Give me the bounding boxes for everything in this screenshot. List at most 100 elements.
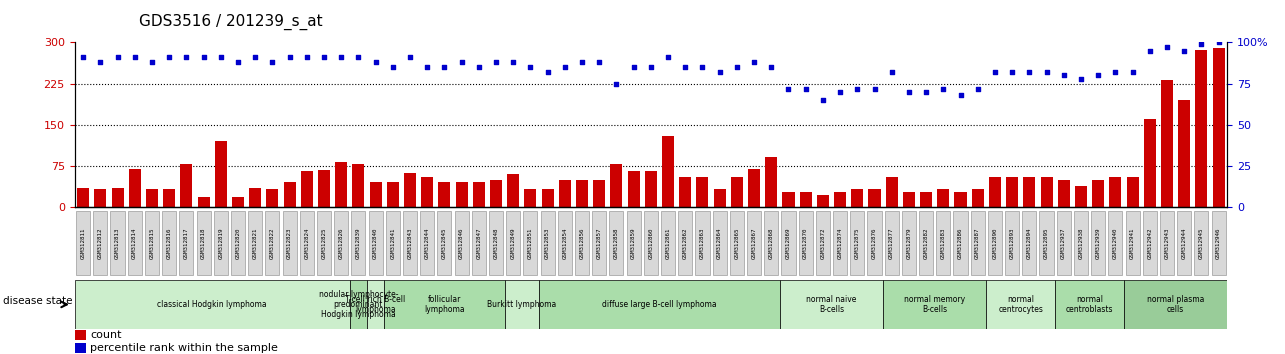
FancyBboxPatch shape <box>386 211 400 275</box>
Point <box>1054 73 1074 78</box>
Bar <box>266 189 279 207</box>
Bar <box>1109 177 1122 207</box>
Text: count: count <box>90 330 122 341</box>
Point <box>795 86 816 91</box>
Text: diffuse large B-cell lymphoma: diffuse large B-cell lymphoma <box>603 300 717 309</box>
Text: GSM312945: GSM312945 <box>1199 228 1204 259</box>
FancyBboxPatch shape <box>420 211 434 275</box>
Text: GSM312887: GSM312887 <box>975 228 980 259</box>
Point <box>779 86 799 91</box>
Text: normal
centrocytes: normal centrocytes <box>998 295 1043 314</box>
Text: GSM312846: GSM312846 <box>459 228 464 259</box>
Bar <box>249 188 261 207</box>
FancyBboxPatch shape <box>369 211 383 275</box>
Point <box>400 55 420 60</box>
Text: GSM312840: GSM312840 <box>373 228 378 259</box>
Text: GSM312814: GSM312814 <box>132 228 137 259</box>
Text: GSM312839: GSM312839 <box>356 228 361 259</box>
Bar <box>937 189 950 207</box>
FancyBboxPatch shape <box>111 211 125 275</box>
Bar <box>146 189 158 207</box>
Bar <box>799 192 812 207</box>
Point <box>641 64 662 70</box>
FancyBboxPatch shape <box>231 211 245 275</box>
Point <box>90 59 111 65</box>
Bar <box>421 177 433 207</box>
Point <box>1208 40 1228 45</box>
Point <box>1019 69 1040 75</box>
Point <box>675 64 695 70</box>
Point <box>572 59 592 65</box>
Point <box>882 69 902 75</box>
Point <box>1140 48 1160 53</box>
Point <box>245 55 266 60</box>
Text: GSM312811: GSM312811 <box>81 228 86 259</box>
Text: GSM312943: GSM312943 <box>1164 228 1169 259</box>
Text: GSM312941: GSM312941 <box>1130 228 1135 259</box>
Bar <box>75 343 86 353</box>
Text: GSM312946: GSM312946 <box>1216 228 1221 259</box>
FancyBboxPatch shape <box>747 211 761 275</box>
Bar <box>920 192 932 207</box>
Bar <box>748 169 761 207</box>
Text: GSM312937: GSM312937 <box>1061 228 1067 259</box>
Point <box>607 81 627 86</box>
Bar <box>233 197 244 207</box>
Text: GSM312860: GSM312860 <box>649 228 653 259</box>
FancyBboxPatch shape <box>162 211 176 275</box>
Point <box>537 69 558 75</box>
Bar <box>112 188 123 207</box>
Point <box>262 59 283 65</box>
Point <box>761 64 781 70</box>
Text: GSM312861: GSM312861 <box>666 228 671 259</box>
Point <box>916 89 937 95</box>
Text: GSM312862: GSM312862 <box>682 228 687 259</box>
Point <box>865 86 885 91</box>
Bar <box>490 180 502 207</box>
Text: Burkitt lymphoma: Burkitt lymphoma <box>487 300 556 309</box>
Bar <box>163 189 175 207</box>
FancyBboxPatch shape <box>816 211 830 275</box>
Bar <box>1144 119 1155 207</box>
FancyBboxPatch shape <box>351 211 365 275</box>
FancyBboxPatch shape <box>1056 211 1070 275</box>
Point <box>709 69 730 75</box>
Bar <box>662 136 675 207</box>
Bar <box>989 177 1001 207</box>
Bar <box>284 182 296 207</box>
FancyBboxPatch shape <box>506 211 520 275</box>
FancyBboxPatch shape <box>1108 211 1122 275</box>
Bar <box>403 173 416 207</box>
Point <box>1156 45 1177 50</box>
Bar <box>1058 180 1069 207</box>
Point <box>159 55 180 60</box>
Point <box>332 55 352 60</box>
Bar <box>883 280 987 329</box>
Text: GSM312940: GSM312940 <box>1113 228 1118 259</box>
Bar <box>680 177 691 207</box>
Point <box>658 55 678 60</box>
Bar <box>1195 50 1208 207</box>
FancyBboxPatch shape <box>953 211 968 275</box>
FancyBboxPatch shape <box>765 211 779 275</box>
Bar <box>1124 280 1227 329</box>
FancyBboxPatch shape <box>695 211 709 275</box>
Point <box>297 55 317 60</box>
Bar <box>350 280 368 329</box>
Text: normal
centroblasts: normal centroblasts <box>1065 295 1113 314</box>
Bar <box>456 182 468 207</box>
Text: GSM312824: GSM312824 <box>305 228 310 259</box>
FancyBboxPatch shape <box>1074 211 1088 275</box>
FancyBboxPatch shape <box>1177 211 1191 275</box>
Bar <box>508 174 519 207</box>
Text: GSM312865: GSM312865 <box>734 228 739 259</box>
FancyBboxPatch shape <box>127 211 141 275</box>
FancyBboxPatch shape <box>334 211 348 275</box>
Text: GSM312864: GSM312864 <box>717 228 722 259</box>
FancyBboxPatch shape <box>437 211 451 275</box>
Text: GSM312893: GSM312893 <box>1010 228 1015 259</box>
Point <box>279 55 299 60</box>
Bar <box>1041 177 1052 207</box>
FancyBboxPatch shape <box>1040 211 1054 275</box>
FancyBboxPatch shape <box>1160 211 1174 275</box>
